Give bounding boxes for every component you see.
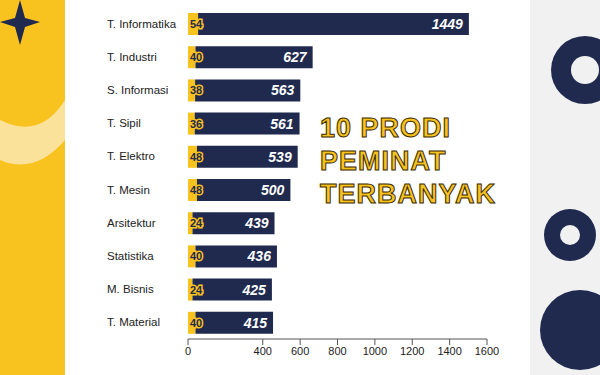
svg-text:1400: 1400 [437,345,461,357]
svg-text:T. Informatika: T. Informatika [107,18,177,30]
svg-text:1200: 1200 [400,345,424,357]
svg-text:439: 439 [244,215,269,231]
svg-text:425: 425 [242,282,267,298]
svg-text:436: 436 [247,248,272,264]
svg-text:T. Material: T. Material [107,316,160,328]
svg-text:24: 24 [190,217,203,229]
svg-text:36: 36 [190,118,202,130]
svg-text:1000: 1000 [363,345,387,357]
svg-text:48: 48 [190,151,202,163]
svg-text:T. Mesin: T. Mesin [107,184,150,196]
svg-text:1449: 1449 [432,16,463,32]
svg-text:54: 54 [190,18,203,30]
svg-text:800: 800 [328,345,346,357]
svg-text:48: 48 [190,184,202,196]
svg-text:400: 400 [254,345,272,357]
svg-text:1600: 1600 [475,345,499,357]
svg-text:40: 40 [190,250,202,262]
svg-text:40: 40 [190,51,202,63]
svg-text:415: 415 [243,315,268,331]
svg-text:561: 561 [270,116,294,132]
svg-text:40: 40 [190,317,202,329]
svg-text:Arsitektur: Arsitektur [107,217,156,229]
html-text:10 PRODI PEMINAT TERBANYAK: 10 PRODI PEMINAT TERBANYAK [320,113,496,209]
svg-text:T. Elektro: T. Elektro [107,150,155,162]
svg-text:500: 500 [261,182,285,198]
svg-text:S. Informasi: S. Informasi [107,84,168,96]
svg-text:M. Bisnis: M. Bisnis [107,283,154,295]
svg-text:38: 38 [190,84,202,96]
svg-text:627: 627 [283,49,308,65]
svg-text:539: 539 [268,149,292,165]
svg-text:0: 0 [185,345,191,357]
svg-text:24: 24 [190,284,203,296]
svg-text:Statistika: Statistika [107,250,154,262]
svg-text:T. Sipil: T. Sipil [107,117,141,129]
svg-text:563: 563 [271,82,295,98]
svg-text:T. Industri: T. Industri [107,51,157,63]
svg-text:600: 600 [291,345,309,357]
